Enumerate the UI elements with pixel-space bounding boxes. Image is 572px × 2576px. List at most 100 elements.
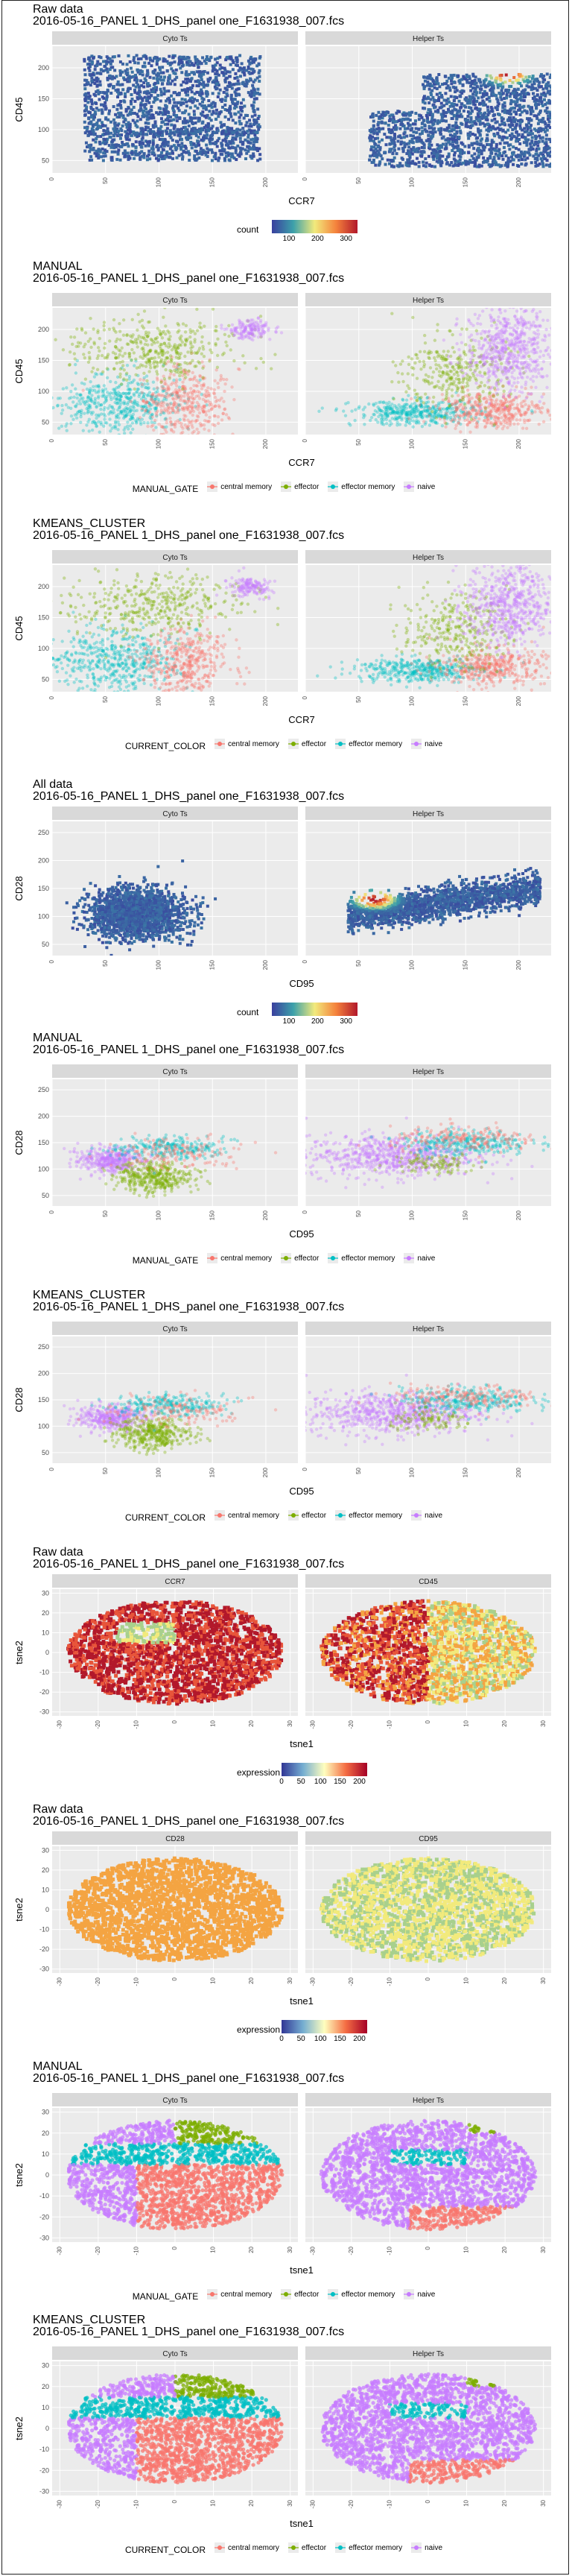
cluster-point — [175, 367, 179, 371]
count-cell — [104, 101, 107, 104]
count-cell — [530, 139, 534, 143]
count-cell — [153, 135, 157, 139]
cluster-point — [188, 420, 191, 425]
count-cell — [411, 122, 415, 126]
cluster-point — [168, 354, 173, 358]
count-cell — [539, 73, 543, 77]
cluster-point — [201, 383, 206, 388]
count-cell — [508, 124, 512, 127]
count-cell — [208, 59, 212, 63]
cluster-point — [215, 353, 220, 358]
cluster-point — [216, 381, 220, 385]
count-cell — [536, 130, 540, 133]
cluster-point — [146, 411, 150, 415]
cluster-point — [141, 405, 144, 408]
count-cell — [214, 57, 217, 61]
count-cell — [119, 133, 123, 137]
x-tick-label: 200 — [262, 438, 269, 449]
cluster-point — [257, 329, 261, 333]
cluster-point — [182, 417, 186, 421]
count-cell — [435, 86, 439, 90]
count-cell — [92, 78, 96, 82]
count-cell — [231, 59, 235, 63]
cluster-point — [252, 321, 257, 324]
cluster-point — [171, 397, 176, 401]
count-cell — [169, 131, 173, 135]
count-cell — [438, 92, 442, 95]
count-cell — [206, 121, 210, 125]
cluster-point — [206, 390, 209, 394]
count-cell — [252, 119, 256, 123]
count-cell — [484, 85, 488, 89]
cluster-point — [121, 354, 125, 358]
cluster-point — [156, 372, 159, 376]
count-cell — [538, 162, 541, 166]
cluster-point — [114, 356, 118, 360]
cluster-point — [213, 423, 217, 428]
cluster-point — [96, 330, 100, 335]
cluster-point — [238, 325, 243, 329]
count-cell — [515, 100, 519, 104]
cluster-point — [195, 308, 199, 312]
count-cell — [147, 61, 151, 65]
count-cell — [169, 61, 173, 65]
count-cell — [113, 150, 117, 154]
count-cell — [535, 148, 538, 152]
count-cell — [528, 153, 532, 157]
cluster-point — [189, 390, 193, 394]
cluster-point — [150, 338, 154, 342]
count-cell — [400, 120, 404, 124]
count-cell — [205, 55, 209, 59]
count-cell — [398, 162, 402, 165]
count-cell — [486, 83, 490, 86]
count-cell — [547, 146, 551, 150]
count-cell — [546, 117, 550, 121]
cluster-point — [136, 345, 139, 349]
count-cell — [442, 142, 445, 146]
count-cell — [185, 70, 188, 74]
cluster-point — [81, 388, 85, 392]
count-cell — [130, 108, 133, 112]
cluster-point — [252, 334, 257, 338]
cluster-point — [274, 329, 278, 334]
count-cell — [127, 157, 130, 161]
count-cell — [488, 124, 492, 127]
count-cell — [101, 147, 104, 151]
count-cell — [372, 151, 375, 154]
count-cell — [535, 152, 538, 156]
count-cell — [214, 108, 218, 112]
count-cell — [252, 60, 255, 64]
count-cell — [235, 63, 239, 67]
count-cell — [91, 73, 95, 77]
count-cell — [123, 100, 127, 104]
count-cell — [450, 161, 454, 165]
cluster-point — [194, 384, 198, 388]
count-cell — [180, 89, 184, 92]
count-cell — [430, 117, 434, 121]
count-cell — [238, 54, 242, 57]
count-cell — [185, 131, 188, 135]
count-cell — [498, 123, 502, 127]
cluster-point — [215, 365, 220, 369]
count-cell — [242, 133, 246, 136]
cluster-point — [145, 379, 149, 383]
count-cell — [200, 74, 203, 78]
cluster-point — [172, 362, 177, 365]
cluster-point — [169, 360, 174, 364]
cluster-point — [175, 362, 179, 366]
count-cell — [525, 110, 529, 114]
count-cell — [215, 127, 219, 130]
count-cell — [430, 151, 434, 155]
cluster-point — [157, 400, 161, 403]
cluster-point — [453, 402, 457, 406]
cluster-point — [115, 397, 118, 401]
count-cell — [481, 99, 485, 103]
cluster-point — [108, 417, 112, 421]
count-cell — [197, 151, 201, 155]
cluster-point — [178, 336, 182, 340]
count-cell — [112, 85, 115, 89]
count-cell — [153, 81, 157, 85]
count-cell — [98, 98, 101, 101]
count-cell — [191, 71, 195, 75]
cluster-point — [89, 345, 93, 350]
